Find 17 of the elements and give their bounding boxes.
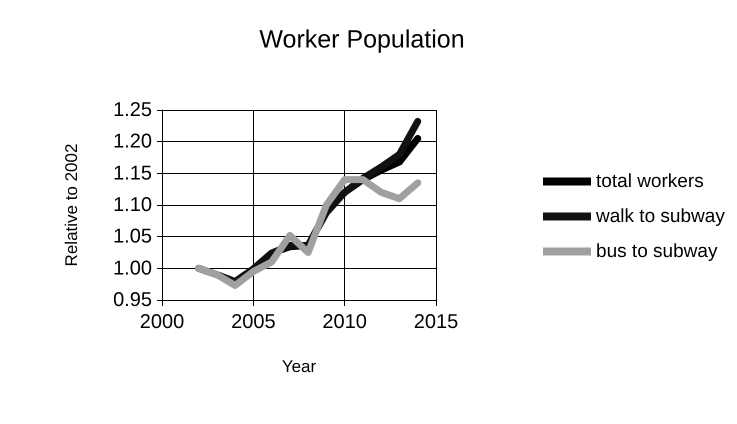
x-tick-label: 2015	[414, 311, 458, 333]
x-tick-label: 2010	[322, 311, 367, 333]
y-tick-label: 1.25	[113, 99, 152, 121]
y-tick-label: 1.20	[113, 130, 152, 153]
x-axis-title: Year	[282, 357, 317, 376]
x-tick-label: 2000	[140, 311, 184, 333]
y-tick-label: 1.05	[113, 226, 152, 248]
y-tick-label: 0.95	[113, 289, 152, 311]
legend-label: total workers	[596, 171, 704, 192]
x-tick-label: 2005	[231, 311, 276, 333]
y-tick-label: 1.10	[113, 194, 152, 216]
chart-title: Worker Population	[259, 26, 465, 54]
y-axis-title: Relative to 2002	[62, 144, 81, 266]
legend-label: bus to subway	[596, 241, 718, 262]
y-tick-label: 1.15	[113, 162, 152, 184]
y-tick-label: 1.00	[113, 257, 152, 280]
legend-label: walk to subway	[595, 206, 726, 227]
